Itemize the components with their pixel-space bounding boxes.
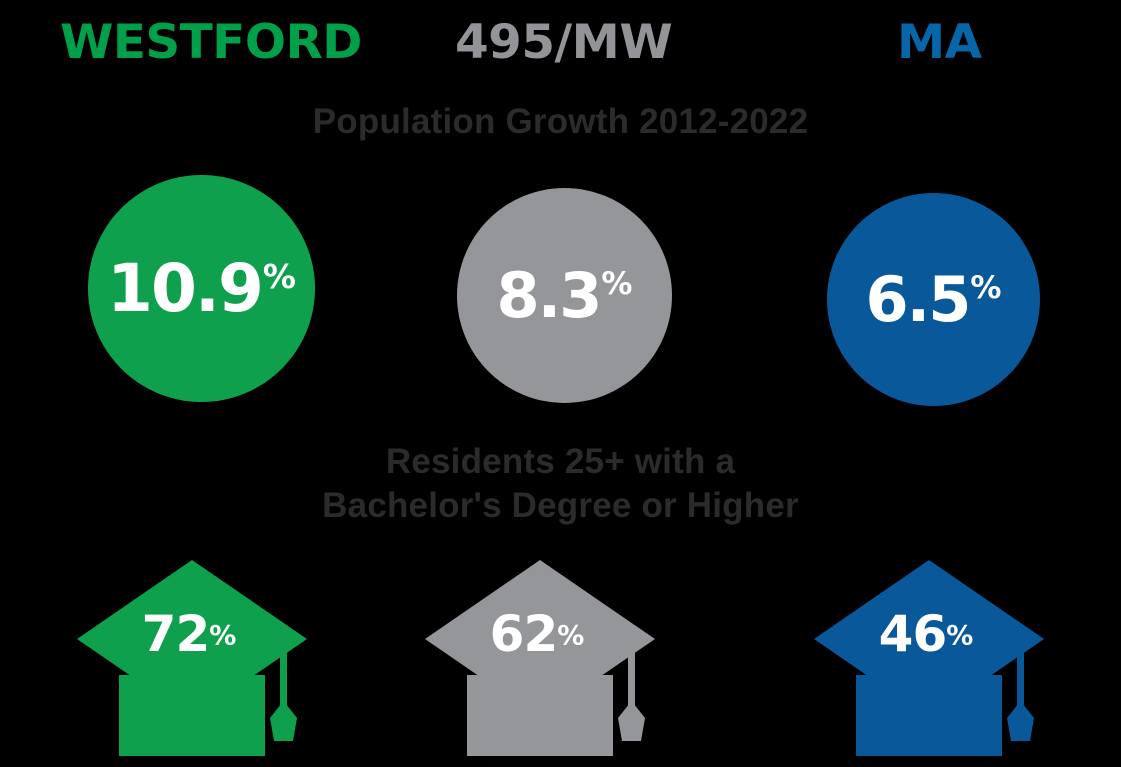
graduation-cap-icon [814,560,1044,756]
education-cap-state[interactable]: 46% [812,555,1092,767]
population-circle-corridor[interactable]: 8.3 % [457,188,672,403]
population-growth-title: Population Growth 2012-2022 [312,102,809,141]
header-label-westford: WESTFORD [60,15,362,70]
header-label-state: MA [897,15,982,70]
population-number-corridor: 8.3 [496,258,603,332]
population-unit-corridor: % [601,265,633,302]
education-cap-corridor[interactable]: 62% [423,555,703,767]
population-value-corridor: 8.3 % [496,258,633,332]
header-label-corridor: 495/MW [455,15,673,70]
graduation-cap-icon [425,560,655,756]
population-circle-state[interactable]: 6.5 % [827,193,1040,406]
population-number-westford: 10.9 [107,249,264,327]
population-circle-westford[interactable]: 10.9 % [88,175,315,402]
education-attainment-title: Residents 25+ with a Bachelor's Degree o… [0,440,1121,528]
header-labels: WESTFORD 495/MW MA [0,12,1121,74]
education-title-line-1: Residents 25+ with a [385,442,736,481]
graduation-cap-icon [77,560,307,756]
population-unit-state: % [970,269,1002,306]
population-number-state: 6.5 [865,262,972,336]
education-title-line-2: Bachelor's Degree or Higher [322,486,799,525]
population-unit-westford: % [262,256,296,296]
education-cap-westford[interactable]: 72% [75,555,355,767]
population-value-state: 6.5 % [865,262,1002,336]
population-value-westford: 10.9 % [107,249,296,327]
